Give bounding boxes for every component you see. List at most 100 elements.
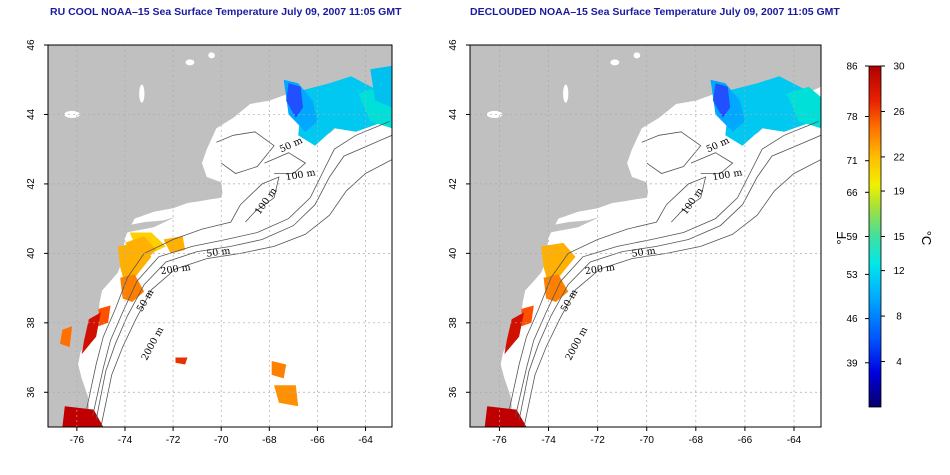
contour-label: 100 m	[712, 167, 744, 183]
lat-tick-label: 42	[26, 178, 37, 190]
sst-patch	[504, 312, 524, 355]
c-tick-label: 4	[896, 357, 902, 368]
c-tick-label: 12	[893, 266, 905, 277]
contour-label: 50 m	[206, 246, 231, 260]
f-tick-label: 59	[846, 232, 858, 243]
c-tick-label: 22	[893, 152, 905, 163]
lake	[139, 84, 145, 103]
panel-title-right: DECLOUDED NOAA–15 Sea Surface Temperatur…	[470, 6, 840, 18]
contour-2000m	[100, 159, 392, 427]
land-mass	[48, 45, 392, 427]
sst-patch	[713, 83, 731, 118]
map-frame	[47, 44, 393, 428]
f-tick-label: 71	[846, 156, 858, 167]
lon-tick-label: -68	[262, 435, 277, 446]
land-mass	[470, 45, 821, 427]
sst-patch	[175, 357, 188, 365]
panel-title-left: RU COOL NOAA–15 Sea Surface Temperature …	[50, 6, 402, 18]
lon-tick-label: -72	[590, 435, 605, 446]
lon-tick-label: -70	[640, 435, 655, 446]
sst-patch	[484, 406, 527, 427]
sst-patch	[62, 406, 104, 427]
sst-patch	[370, 65, 392, 108]
sst-patch	[274, 385, 299, 407]
sst-patch	[521, 305, 534, 327]
lake	[64, 110, 80, 119]
f-tick-label: 66	[846, 188, 858, 199]
map-frame	[469, 44, 822, 428]
sst-patch	[125, 236, 157, 264]
f-tick-label: 78	[846, 112, 858, 123]
lon-tick-label: -64	[358, 435, 373, 446]
lon-tick-label: -74	[118, 435, 133, 446]
contour-100m	[92, 121, 390, 417]
lake	[563, 84, 569, 103]
long-island	[126, 216, 176, 233]
lon-tick-label: -66	[310, 435, 325, 446]
lon-tick-label: -76	[70, 435, 85, 446]
sst-patch	[163, 236, 186, 254]
f-tick-label: 53	[846, 270, 858, 281]
lat-tick-label: 38	[26, 317, 37, 329]
colorbar-gradient	[868, 65, 882, 408]
lon-tick-label: -66	[738, 435, 753, 446]
lake	[208, 52, 215, 59]
lon-tick-label: -64	[787, 435, 802, 446]
contour-2000m	[523, 159, 821, 427]
long-island	[549, 216, 601, 233]
f-tick-label: 46	[846, 314, 858, 325]
contour-100m	[515, 121, 819, 417]
c-tick-label: 15	[893, 232, 905, 243]
sst-patch	[286, 83, 303, 118]
lat-tick-label: 36	[26, 386, 37, 398]
contour-200m	[95, 134, 392, 421]
lon-tick-label: -68	[689, 435, 704, 446]
c-tick-label: 19	[893, 187, 905, 198]
sst-patch	[271, 361, 287, 379]
contour-basin	[641, 131, 702, 174]
lat-tick-label: 42	[448, 178, 459, 190]
lake	[486, 110, 503, 119]
lat-tick-label: 40	[26, 247, 37, 259]
sst-patch	[98, 305, 111, 327]
celsius-unit-label: °C	[919, 231, 934, 246]
lat-tick-label: 40	[448, 247, 459, 259]
lat-tick-label: 46	[26, 39, 37, 51]
contour-label: 200 m	[160, 262, 191, 277]
f-tick-label: 86	[846, 62, 858, 73]
lon-tick-label: -76	[492, 435, 507, 446]
f-tick-label: 39	[846, 358, 858, 369]
c-tick-label: 30	[893, 62, 905, 73]
lat-tick-label: 46	[448, 39, 459, 51]
c-tick-label: 26	[893, 107, 905, 118]
contour-200m	[518, 134, 821, 421]
lon-tick-label: -70	[214, 435, 229, 446]
lon-tick-label: -74	[541, 435, 556, 446]
contour-basin	[690, 152, 734, 174]
lake	[633, 52, 641, 59]
sst-patch	[786, 86, 821, 129]
temperature-colorbar: 30 86 26 78 22 71 19 66 15 59 12 53 8 46 4 39 °F °C	[834, 62, 934, 408]
lat-tick-label: 44	[26, 108, 37, 120]
lake	[610, 59, 620, 66]
lon-tick-label: -72	[166, 435, 181, 446]
c-tick-label: 8	[896, 312, 902, 323]
lat-tick-label: 36	[448, 386, 459, 398]
sst-patch	[81, 312, 101, 355]
contour-50m	[86, 176, 280, 410]
contour-basin	[264, 152, 307, 174]
lat-tick-label: 38	[448, 317, 459, 329]
sst-patch	[60, 326, 73, 348]
contour-label: 100 m	[285, 167, 317, 183]
contour-label: 200 m	[584, 262, 615, 277]
contour-basin	[216, 131, 275, 174]
fahrenheit-unit-label: °F	[834, 231, 849, 244]
lake	[185, 59, 195, 66]
contour-50m	[508, 176, 707, 410]
lat-tick-label: 44	[448, 108, 459, 120]
contour-label: 50 m	[631, 246, 656, 260]
